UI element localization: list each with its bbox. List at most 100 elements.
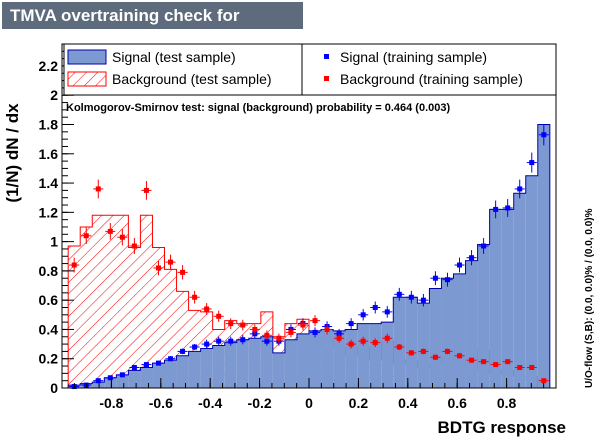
signal-training-point xyxy=(406,290,417,304)
signal-training-point xyxy=(370,301,381,314)
legend: Signal (test sample) Background (test sa… xyxy=(63,43,557,96)
signal-training-point xyxy=(358,309,369,321)
background-test-bin xyxy=(92,215,105,388)
signal-training-point xyxy=(430,271,441,286)
signal-test-bin xyxy=(321,329,334,388)
signal-test-bin xyxy=(513,193,526,388)
x-tick-label: 0.4 xyxy=(398,395,418,411)
background-test-bin xyxy=(68,246,81,388)
signal-training-point xyxy=(117,372,128,378)
background-training-point xyxy=(310,315,321,327)
background-training-point xyxy=(334,333,345,343)
signal-training-point xyxy=(141,362,152,368)
background-training-point xyxy=(249,324,260,335)
background-training-point xyxy=(406,350,417,356)
y-tick-label: 0.4 xyxy=(39,321,59,337)
background-training-point xyxy=(478,359,489,365)
signal-training-point xyxy=(502,199,513,217)
background-training-point xyxy=(322,324,333,335)
signal-test-bin xyxy=(200,348,213,388)
chart-title: TMVA overtraining check for classifier: … xyxy=(2,2,303,52)
background-training-point xyxy=(442,348,453,355)
background-training-point xyxy=(297,319,308,331)
signal-test-bin xyxy=(381,322,394,388)
background-test-bin xyxy=(140,215,153,388)
background-training-point xyxy=(105,223,116,240)
background-training-point xyxy=(538,378,549,384)
signal-test-bin xyxy=(260,336,273,388)
y-tick-label: 1.6 xyxy=(39,146,59,162)
signal-test-bin xyxy=(441,278,454,388)
signal-test-bin xyxy=(188,351,201,388)
y-tick-label: 0.6 xyxy=(39,292,59,308)
signal-test-bin xyxy=(417,303,430,388)
signal-test-bin xyxy=(489,209,502,388)
signal-test-bin xyxy=(176,355,189,388)
signal-training-point xyxy=(129,365,140,371)
x-tick-label: -0.4 xyxy=(198,395,222,411)
background-training-point xyxy=(418,348,429,355)
signal-training-point xyxy=(442,272,453,287)
signal-test-bin xyxy=(309,330,322,388)
overflow-annotation: U/O-flow (S,B): (0.0, 0.0)% / (0.0, 0.0)… xyxy=(584,208,595,388)
background-training-point xyxy=(382,333,393,343)
signal-test-bin xyxy=(92,382,105,388)
background-test-bin xyxy=(152,247,165,388)
y-tick-label: 2.2 xyxy=(39,58,59,74)
background-training-point xyxy=(129,238,140,254)
x-tick-label: 0.8 xyxy=(497,395,517,411)
legend-marker-signal-training xyxy=(324,54,329,59)
signal-training-point xyxy=(93,378,104,384)
x-tick-label: 0.6 xyxy=(447,395,467,411)
background-training-point xyxy=(430,354,441,360)
signal-test-bin xyxy=(116,374,129,388)
background-test-bin xyxy=(116,215,129,388)
background-training-point xyxy=(502,359,513,365)
signal-test-bin xyxy=(140,367,153,388)
background-training-point xyxy=(454,353,465,359)
background-training-point xyxy=(358,336,369,346)
x-tick-label: -0.2 xyxy=(248,395,272,411)
background-training-points xyxy=(69,179,549,384)
legend-label-signal-test: Signal (test sample) xyxy=(112,49,236,65)
y-tick-label: 1.8 xyxy=(39,117,59,133)
signal-training-point xyxy=(225,336,236,346)
background-training-point xyxy=(213,310,224,322)
background-training-point xyxy=(189,290,200,304)
background-training-point xyxy=(201,303,212,315)
signal-test-bin xyxy=(345,329,358,388)
background-training-point xyxy=(237,319,248,331)
signal-training-point xyxy=(538,124,549,146)
legend-label-signal-training: Signal (training sample) xyxy=(340,49,487,65)
signal-test-bin xyxy=(212,345,225,388)
y-tick-label: 2 xyxy=(50,87,58,103)
background-training-point xyxy=(526,365,537,371)
legend-marker-background-training xyxy=(324,76,329,81)
background-training-point xyxy=(273,333,284,343)
background-training-point xyxy=(93,179,104,199)
signal-test-bin xyxy=(537,124,550,389)
x-tick-label: 0.2 xyxy=(349,395,369,411)
background-training-point xyxy=(346,339,357,349)
background-training-point xyxy=(261,330,272,341)
y-tick-label: 0.8 xyxy=(39,263,59,279)
y-axis-label: (1/N) dN / dx xyxy=(3,103,22,203)
legend-swatch-background-test xyxy=(67,71,107,87)
signal-training-point xyxy=(490,200,501,219)
signal-test-bin xyxy=(429,288,442,388)
background-test-bin xyxy=(128,247,141,388)
background-test-bin xyxy=(104,215,117,388)
background-training-point xyxy=(490,362,501,368)
signal-training-point xyxy=(237,335,248,345)
legend-label-background-training: Background (training sample) xyxy=(340,71,523,87)
signal-test-bin xyxy=(393,297,406,388)
y-tick-label: 1.4 xyxy=(39,175,59,191)
signal-training-point xyxy=(165,356,176,362)
signal-test-bin xyxy=(501,209,514,388)
signal-training-point xyxy=(105,375,116,381)
signal-test-bin xyxy=(284,339,297,388)
signal-test-bin xyxy=(248,338,261,388)
signal-training-point xyxy=(478,238,489,254)
signal-test-bin xyxy=(405,297,418,388)
signal-training-point xyxy=(526,152,537,173)
